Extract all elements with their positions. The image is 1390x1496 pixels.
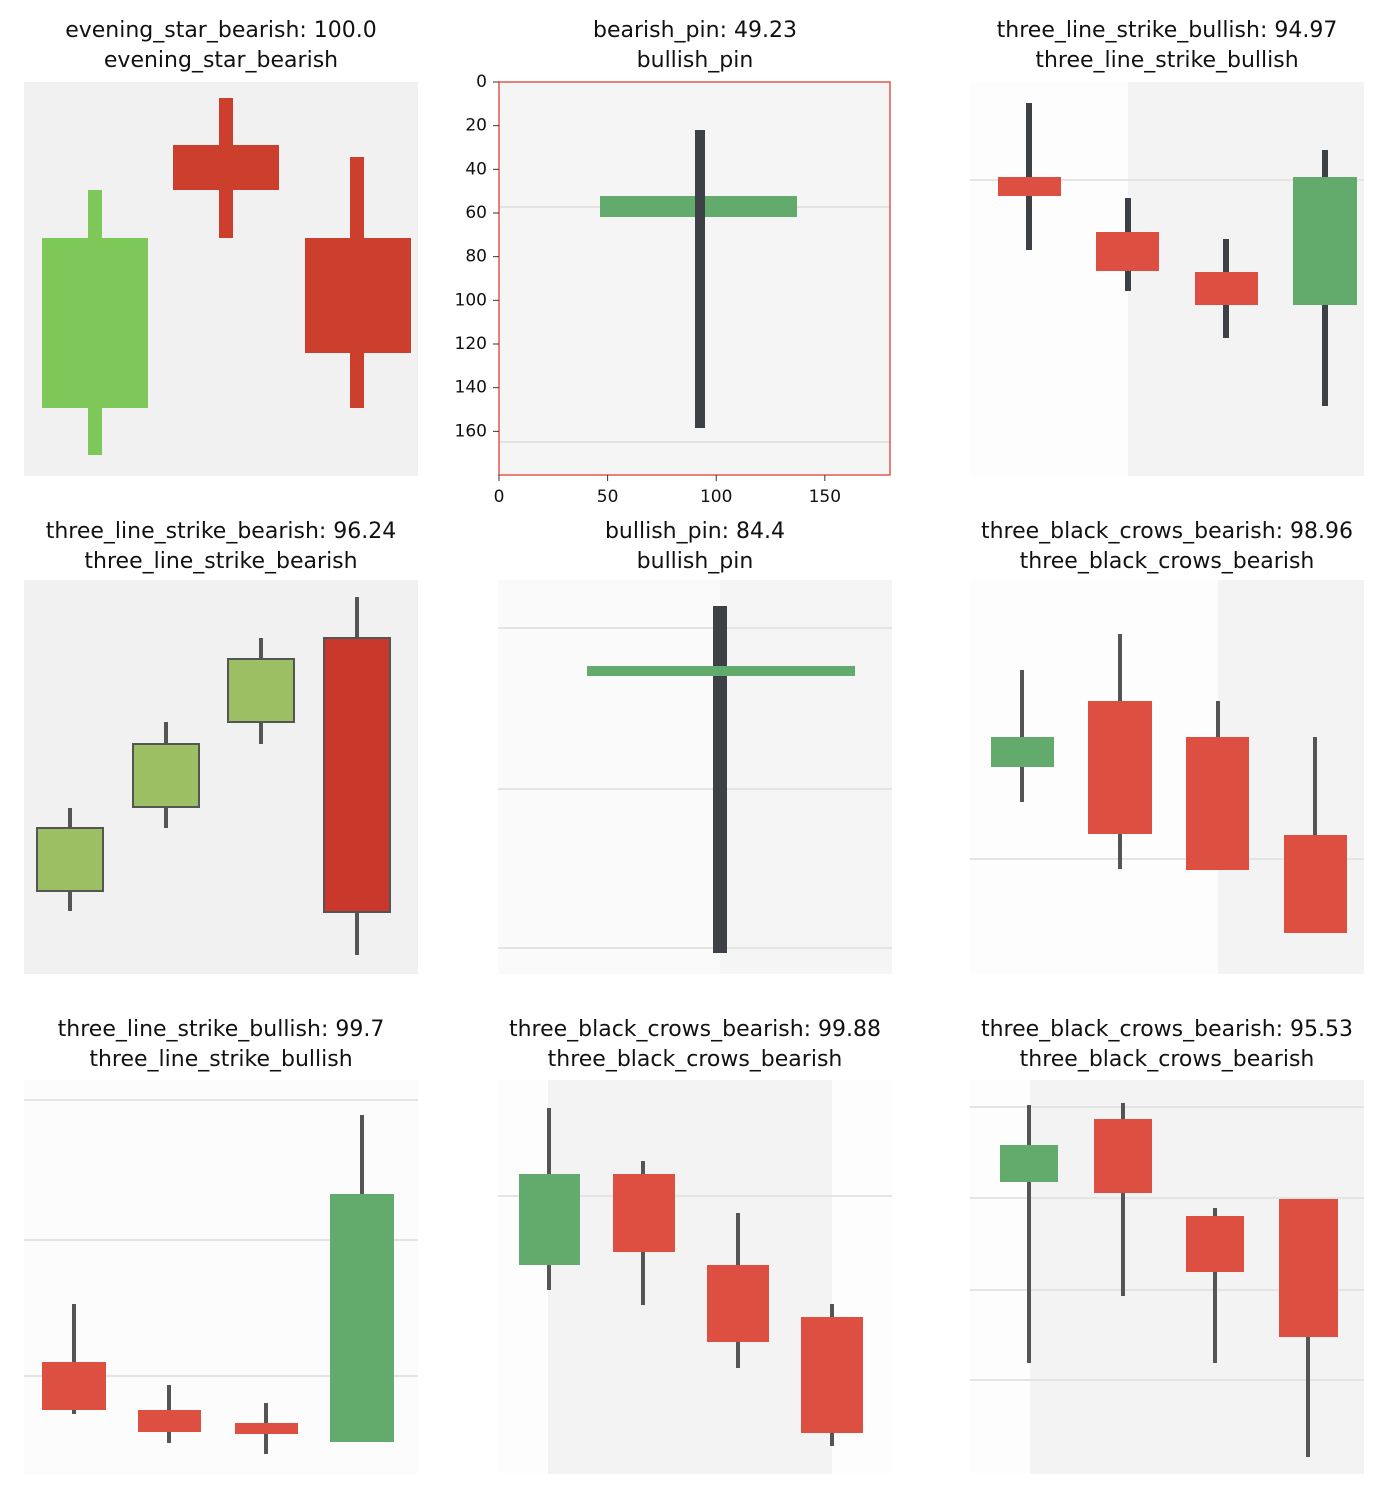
- panel: [24, 580, 418, 974]
- y-tick-label: 20: [465, 116, 487, 136]
- panel: [970, 82, 1364, 476]
- candle-body: [587, 666, 855, 676]
- y-tick-label: 60: [465, 203, 487, 223]
- candle-body: [998, 177, 1061, 196]
- panel-subtitle: three_black_crows_bearish: [1020, 549, 1315, 574]
- candle-body: [42, 1362, 106, 1410]
- candle-body: [1284, 835, 1347, 933]
- panel: [498, 580, 892, 974]
- x-tick-label: 150: [809, 487, 841, 507]
- image-background: [498, 580, 720, 974]
- candle-body: [132, 743, 200, 808]
- candle-body: [173, 145, 279, 190]
- image-background: [498, 1080, 548, 1474]
- x-tick-label: 100: [700, 487, 732, 507]
- y-tick-label: 160: [455, 421, 487, 441]
- panel-title: three_black_crows_bearish: 98.96: [981, 519, 1353, 544]
- panel: [970, 1080, 1364, 1474]
- candle-body: [323, 637, 391, 913]
- panel-title: evening_star_bearish: 100.0: [65, 18, 377, 43]
- pin-wick: [695, 130, 705, 428]
- panel-title: three_line_strike_bullish: 99.7: [58, 1017, 385, 1042]
- panel: [24, 82, 418, 476]
- x-tick-label: 50: [597, 487, 619, 507]
- candle-body: [519, 1174, 580, 1265]
- candle-body: [235, 1423, 298, 1434]
- image-background: [970, 1080, 1030, 1474]
- panel-title: three_line_strike_bearish: 96.24: [46, 519, 397, 544]
- candle-body: [138, 1410, 201, 1432]
- y-tick-label: 120: [455, 334, 487, 354]
- candle-body: [613, 1174, 675, 1252]
- candle-body: [1279, 1199, 1338, 1337]
- y-tick-label: 0: [476, 72, 487, 92]
- panel-subtitle: evening_star_bearish: [104, 48, 338, 73]
- panel-subtitle: three_black_crows_bearish: [548, 1047, 843, 1072]
- x-tick-label: 0: [494, 487, 505, 507]
- panel-subtitle: three_line_strike_bearish: [84, 549, 357, 574]
- y-tick-label: 140: [455, 378, 487, 398]
- candle-wick: [1026, 103, 1032, 250]
- panel-title: bullish_pin: 84.4: [605, 519, 785, 544]
- panel: 0 50 100 150 0 20 40 60 80 100 120 140 160: [455, 72, 891, 507]
- panel-subtitle: three_line_strike_bullish: [1035, 48, 1298, 73]
- candle-body: [1096, 232, 1159, 271]
- axes-frame: [498, 81, 891, 476]
- candle-body: [1094, 1119, 1152, 1193]
- candle-body: [801, 1317, 863, 1433]
- candle-body: [36, 827, 104, 892]
- candle-body: [1088, 701, 1152, 834]
- panel: [498, 1080, 892, 1474]
- image-background: [970, 82, 1128, 476]
- candle-body: [330, 1194, 394, 1442]
- candle-wick: [1020, 670, 1024, 802]
- candle-wick: [1121, 1103, 1125, 1296]
- panel-title: bearish_pin: 49.23: [593, 18, 797, 43]
- panel-subtitle: bullish_pin: [637, 549, 754, 574]
- panel-subtitle: three_black_crows_bearish: [1020, 1047, 1315, 1072]
- image-background: [548, 1080, 832, 1474]
- candle-wick: [1027, 1105, 1031, 1363]
- candle-body: [991, 737, 1054, 767]
- candle-body: [42, 238, 148, 408]
- image-area: [499, 82, 890, 475]
- panel-subtitle: bullish_pin: [637, 48, 754, 73]
- panel-subtitle: three_line_strike_bullish: [89, 1047, 352, 1072]
- candle-wick: [72, 1304, 76, 1414]
- candle-body: [707, 1265, 769, 1342]
- candle-body: [1195, 272, 1258, 305]
- panel: [24, 1080, 418, 1474]
- candle-wick: [1213, 1208, 1217, 1363]
- candle-body: [1000, 1145, 1058, 1182]
- y-tick-label: 100: [455, 290, 487, 310]
- panel-title: three_line_strike_bullish: 94.97: [997, 18, 1338, 43]
- panel-title: three_black_crows_bearish: 99.88: [509, 1017, 881, 1042]
- candle-body: [1186, 1216, 1244, 1272]
- candle-body: [227, 658, 295, 723]
- candle-body: [305, 238, 411, 353]
- y-tick-label: 80: [465, 247, 487, 267]
- panel-title: three_black_crows_bearish: 95.53: [981, 1017, 1353, 1042]
- candle-body: [1186, 737, 1249, 870]
- candle-body: [1293, 177, 1357, 305]
- y-tick-label: 40: [465, 159, 487, 179]
- panel: [970, 580, 1364, 974]
- candle-wick: [713, 606, 727, 953]
- image-background: [720, 580, 892, 974]
